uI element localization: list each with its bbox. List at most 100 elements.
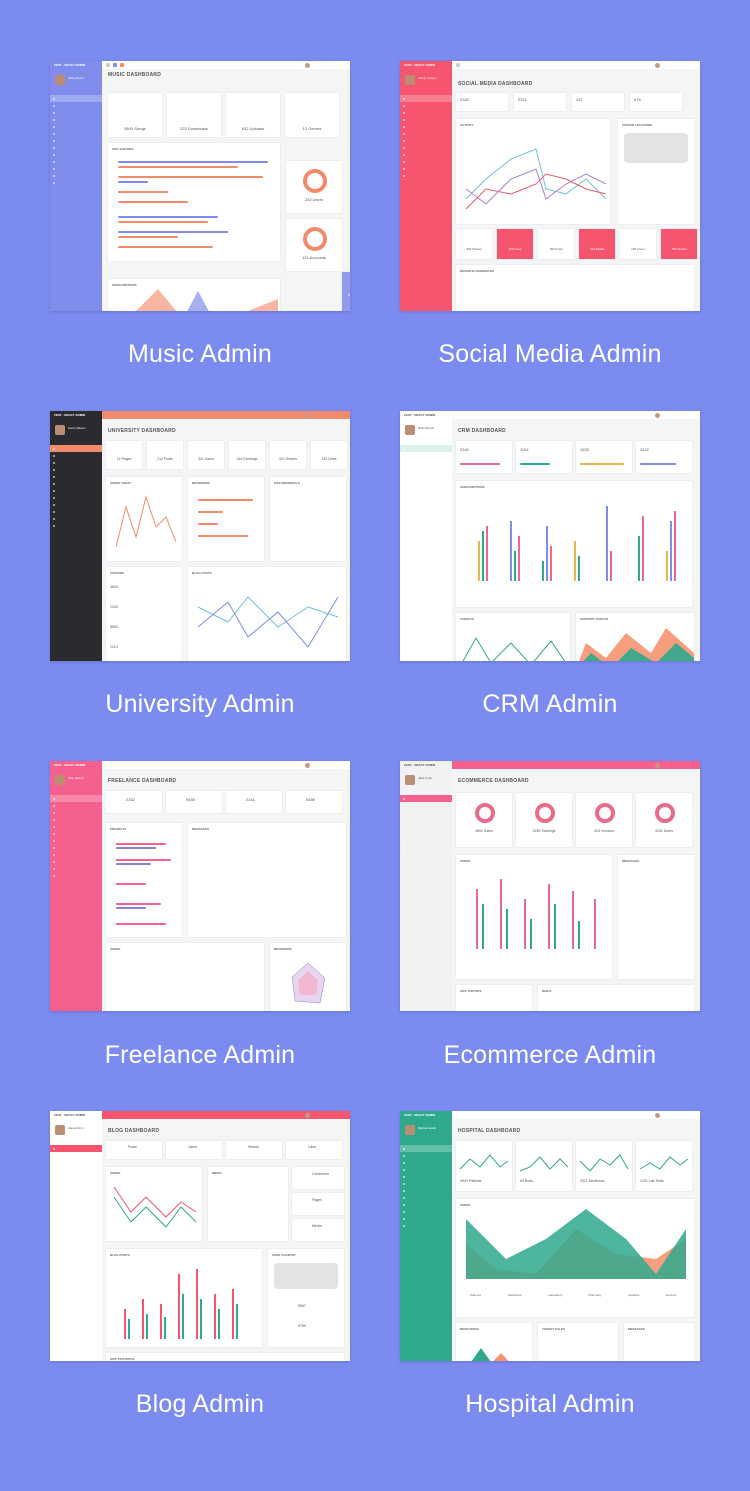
- card-blog-admin[interactable]: ZEST - REACT ADMIN Alexa Dunn BLOG DASHB…: [50, 1111, 350, 1361]
- nav-item[interactable]: [50, 1222, 102, 1229]
- nav-item[interactable]: [400, 802, 452, 809]
- nav-item[interactable]: [50, 508, 102, 515]
- nav-item[interactable]: [400, 508, 452, 515]
- nav-item[interactable]: [50, 858, 102, 865]
- nav-item[interactable]: [50, 1145, 102, 1152]
- nav-item[interactable]: [400, 1187, 452, 1194]
- nav-item[interactable]: [50, 1201, 102, 1208]
- nav-item[interactable]: [50, 1208, 102, 1215]
- nav-item[interactable]: [50, 515, 102, 522]
- nav-item[interactable]: [400, 487, 452, 494]
- card-freelance-admin[interactable]: ZEST - REACT ADMIN Clay Nelson FREELANCE…: [50, 761, 350, 1011]
- nav-item[interactable]: [400, 1194, 452, 1201]
- tile[interactable]: 455 Likes: [497, 229, 533, 259]
- nav-item[interactable]: [400, 459, 452, 466]
- user-avatar[interactable]: [305, 412, 310, 418]
- nav-item[interactable]: [50, 501, 102, 508]
- nav-item[interactable]: [400, 116, 452, 123]
- nav-item[interactable]: [50, 116, 102, 123]
- tile[interactable]: 332 Shares: [456, 229, 492, 259]
- nav-item[interactable]: [400, 144, 452, 151]
- nav-item[interactable]: [400, 494, 452, 501]
- nav-item[interactable]: [50, 137, 102, 144]
- nav-item[interactable]: [400, 1166, 452, 1173]
- tile[interactable]: 125 Users: [620, 229, 656, 259]
- nav-item[interactable]: [400, 795, 452, 802]
- card-university-admin[interactable]: ZEST - REACT ADMIN Harry Gibson UNIVERSI…: [50, 411, 350, 661]
- nav-item[interactable]: [50, 522, 102, 529]
- nav-item[interactable]: [400, 1173, 452, 1180]
- nav-item[interactable]: [50, 109, 102, 116]
- menu-icon[interactable]: [106, 63, 110, 67]
- nav-item[interactable]: [400, 830, 452, 837]
- nav-item[interactable]: [50, 466, 102, 473]
- nav-item[interactable]: [400, 1222, 452, 1229]
- nav-item[interactable]: [50, 830, 102, 837]
- nav-item[interactable]: [50, 872, 102, 879]
- card-hospital-admin[interactable]: ZEST - REACT ADMIN Marina Austin HOSPITA…: [400, 1111, 700, 1361]
- mail-icon[interactable]: [113, 63, 117, 67]
- nav-item[interactable]: [50, 473, 102, 480]
- nav-item[interactable]: [50, 130, 102, 137]
- card-ecommerce-admin[interactable]: ZEST - REACT ADMIN Jack Frost ECOMMERCE …: [400, 761, 700, 1011]
- nav-item[interactable]: [50, 1194, 102, 1201]
- nav-item[interactable]: [400, 1201, 452, 1208]
- nav-item[interactable]: [50, 102, 102, 109]
- nav-item[interactable]: [50, 1215, 102, 1222]
- nav-item[interactable]: [50, 865, 102, 872]
- nav-item[interactable]: [400, 473, 452, 480]
- card-crm-admin[interactable]: ZEST - REACT ADMIN Nick Woods CRM DASHBO…: [400, 411, 700, 661]
- nav-item[interactable]: [50, 480, 102, 487]
- nav-item[interactable]: [400, 123, 452, 130]
- user-avatar[interactable]: [305, 762, 310, 768]
- user-avatar[interactable]: [655, 412, 660, 418]
- nav-item[interactable]: [50, 823, 102, 830]
- user-avatar[interactable]: [305, 62, 310, 68]
- nav-item[interactable]: [400, 137, 452, 144]
- nav-item[interactable]: [50, 837, 102, 844]
- nav-item[interactable]: [50, 851, 102, 858]
- nav-item[interactable]: [400, 165, 452, 172]
- nav-item[interactable]: [400, 501, 452, 508]
- nav-item[interactable]: [50, 1166, 102, 1173]
- nav-item[interactable]: [50, 1159, 102, 1166]
- nav-item[interactable]: [400, 1145, 452, 1152]
- nav-item[interactable]: [400, 1159, 452, 1166]
- nav-item[interactable]: [50, 459, 102, 466]
- tile[interactable]: 754 Stories: [661, 229, 697, 259]
- nav-item[interactable]: [50, 452, 102, 459]
- nav-item[interactable]: [400, 466, 452, 473]
- nav-item[interactable]: [400, 809, 452, 816]
- nav-item[interactable]: [50, 144, 102, 151]
- nav-item[interactable]: [50, 172, 102, 179]
- nav-item[interactable]: [400, 130, 452, 137]
- nav-item[interactable]: [400, 837, 452, 844]
- bell-icon[interactable]: [120, 63, 124, 67]
- nav-item[interactable]: [400, 95, 452, 102]
- nav-item[interactable]: [50, 487, 102, 494]
- nav-item[interactable]: [50, 179, 102, 186]
- user-avatar[interactable]: [655, 762, 660, 768]
- nav-item[interactable]: [50, 816, 102, 823]
- card-social-media-admin[interactable]: ZEST - REACT ADMIN Jenny Cooper SOCIAL M…: [400, 61, 700, 311]
- nav-item[interactable]: [50, 809, 102, 816]
- nav-item[interactable]: [50, 151, 102, 158]
- nav-item[interactable]: [400, 858, 452, 865]
- nav-item[interactable]: [400, 816, 452, 823]
- card-music-admin[interactable]: ZEST - REACT ADMIN Abby Porter MUSIC DAS…: [50, 61, 350, 311]
- nav-item[interactable]: [400, 1215, 452, 1222]
- nav-item[interactable]: [50, 1152, 102, 1159]
- nav-item[interactable]: [400, 151, 452, 158]
- nav-item[interactable]: [50, 445, 102, 452]
- nav-item[interactable]: [400, 1180, 452, 1187]
- nav-item[interactable]: [400, 480, 452, 487]
- menu-icon[interactable]: [456, 63, 460, 67]
- nav-item[interactable]: [400, 844, 452, 851]
- nav-item[interactable]: [400, 1152, 452, 1159]
- nav-item[interactable]: [50, 95, 102, 102]
- nav-item[interactable]: [50, 165, 102, 172]
- tile[interactable]: 153 Posts: [538, 229, 574, 259]
- nav-item[interactable]: [50, 158, 102, 165]
- nav-item[interactable]: [400, 102, 452, 109]
- nav-item[interactable]: [50, 1187, 102, 1194]
